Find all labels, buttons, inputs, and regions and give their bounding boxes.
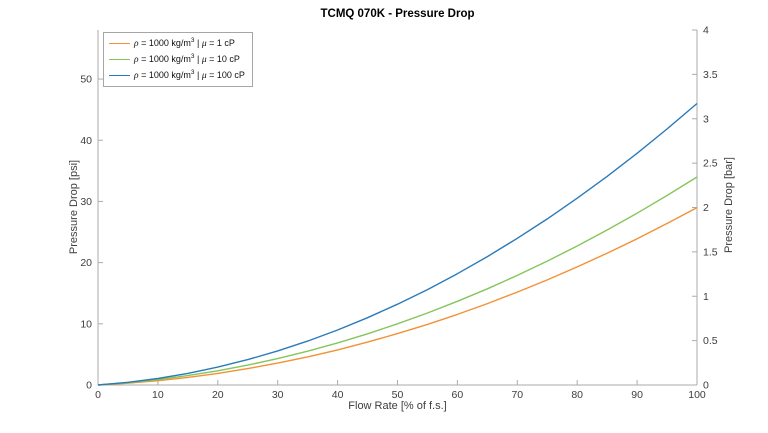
series-line-1 [97,176,698,386]
legend-label-part: = 100 cP [206,69,245,80]
y-tick-label-left: 30 [80,196,92,208]
x-tick-label: 90 [631,389,643,401]
x-tick-label: 60 [452,389,464,401]
x-tick-label: 30 [272,389,284,401]
legend-label-part: = 1000 kg/m [138,37,191,48]
y-tick-label-left: 50 [80,74,92,86]
y-tick-label-right: 3 [703,113,709,125]
legend: ρ = 1000 kg/m3 | μ = 1 cP ρ = 1000 kg/m3 … [103,32,253,87]
x-tick-label: 50 [392,389,404,401]
x-tick-label: 40 [332,389,344,401]
legend-label-part: μ [201,70,207,81]
y-tick-label-right: 3.5 [703,69,718,81]
legend-label-0: ρ = 1000 kg/m3 | μ = 1 cP [134,36,235,49]
y-axis-label-left: Pressure Drop [psi] [68,159,80,255]
series-line-0 [97,206,698,386]
legend-label-part: 3 [190,68,195,76]
legend-label-part: ρ [134,54,139,65]
legend-label-part: = 1000 kg/m [138,69,191,80]
y-tick-label-right: 1 [703,291,709,303]
y-tick-label-right: 1.5 [703,246,718,258]
legend-swatch-2 [109,74,130,76]
y-tick-label-left: 0 [86,380,92,392]
y-tick-label-right: 0 [703,380,709,392]
legend-label-part: | [194,37,202,48]
legend-label-1: ρ = 1000 kg/m3 | μ = 10 cP [134,52,240,65]
legend-label-part: | [194,53,202,64]
legend-label-part: 3 [190,36,195,44]
y-tick-label-right: 2 [703,202,709,214]
series-line-2 [97,102,698,386]
legend-label-part: | [194,69,202,80]
legend-label-part: = 10 cP [206,53,240,64]
x-tick-label: 20 [212,389,224,401]
x-tick-label: 70 [511,389,523,401]
legend-item-0: ρ = 1000 kg/m3 | μ = 1 cP [109,35,245,51]
y-tick-label-left: 40 [80,135,92,147]
legend-label-2: ρ = 1000 kg/m3 | μ = 100 cP [134,68,245,81]
y-tick-label-right: 4 [703,25,709,37]
x-tick-label: 0 [95,389,101,401]
x-tick-label: 100 [688,389,706,401]
x-tick-label: 80 [571,389,583,401]
legend-label-part: = 1 cP [206,37,235,48]
y-tick-label-left: 10 [80,318,92,330]
legend-label-part: ρ [134,38,139,49]
legend-label-part: = 1000 kg/m [138,53,191,64]
legend-label-part: ρ [134,70,139,81]
x-tick-label: 10 [152,389,164,401]
legend-label-part: μ [201,38,207,49]
legend-swatch-1 [109,58,130,60]
x-axis-label: Flow Rate [% of f.s.] [348,400,447,412]
legend-item-1: ρ = 1000 kg/m3 | μ = 10 cP [109,51,245,67]
chart-title: TCMQ 070K - Pressure Drop [320,8,475,20]
y-axis-label-right: Pressure Drop [bar] [723,157,735,253]
y-tick-label-right: 2.5 [703,158,718,170]
legend-item-2: ρ = 1000 kg/m3 | μ = 100 cP [109,67,245,83]
y-tick-label-right: 0.5 [703,335,718,347]
legend-label-part: μ [201,54,207,65]
legend-label-part: 3 [190,52,195,60]
y-tick-label-left: 20 [80,257,92,269]
legend-swatch-0 [109,42,130,44]
